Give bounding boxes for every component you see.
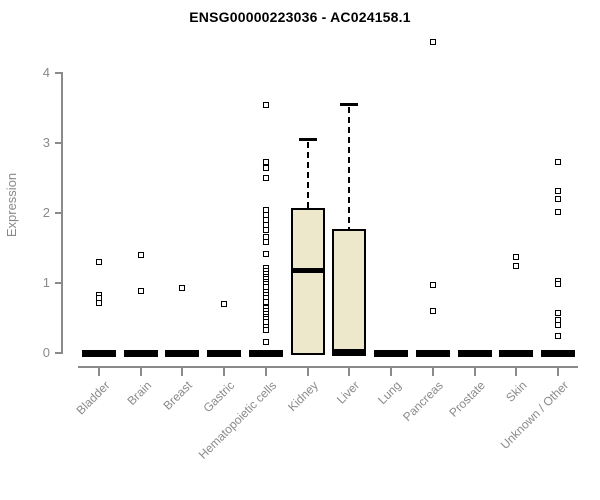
y-axis-tick <box>55 142 61 144</box>
outlier-point <box>263 165 269 172</box>
collapsed-box <box>458 350 492 357</box>
x-axis-tick <box>181 368 183 376</box>
whisker-line <box>348 106 350 230</box>
outlier-point <box>513 262 519 269</box>
outlier-point <box>263 102 269 109</box>
collapsed-box <box>249 350 283 357</box>
outlier-point <box>555 187 561 194</box>
collapsed-box <box>82 350 116 357</box>
x-axis-tick <box>265 368 267 376</box>
x-tick-label: Lung <box>375 378 405 408</box>
outlier-point <box>513 254 519 261</box>
collapsed-box <box>207 350 241 357</box>
collapsed-box <box>499 350 533 357</box>
x-axis-tick <box>98 368 100 376</box>
outlier-point <box>555 322 561 328</box>
x-tick-label: Brain <box>124 378 155 409</box>
collapsed-box <box>416 350 450 357</box>
outlier-point <box>263 226 269 233</box>
collapsed-box <box>541 350 575 357</box>
outlier-point <box>263 238 269 245</box>
x-axis-line <box>78 366 578 368</box>
outlier-point <box>179 284 185 291</box>
x-tick-label: Liver <box>333 378 363 407</box>
outlier-point <box>263 338 269 345</box>
x-tick-label: Skin <box>502 378 530 405</box>
y-axis-line <box>61 72 63 354</box>
outlier-point <box>555 208 561 215</box>
outlier-point <box>263 326 269 333</box>
outlier-point <box>555 281 561 288</box>
outlier-point <box>96 259 102 265</box>
chart-title: ENSG00000223036 - AC024158.1 <box>189 9 411 25</box>
x-tick-label: Kidney <box>285 378 322 415</box>
whisker-line <box>307 141 309 209</box>
x-axis-tick <box>140 368 142 376</box>
x-axis-tick <box>432 368 434 376</box>
x-axis-tick <box>307 368 309 376</box>
box <box>291 208 325 355</box>
y-axis-tick <box>55 72 61 74</box>
outlier-point <box>263 251 269 258</box>
outlier-point <box>430 308 436 314</box>
x-tick-label: Bladder <box>73 378 113 418</box>
outlier-point <box>555 310 561 317</box>
outlier-point <box>221 301 227 307</box>
collapsed-box <box>124 350 158 357</box>
outlier-point <box>263 158 269 165</box>
x-tick-label: Gastric <box>200 378 238 416</box>
y-tick-label: 4 <box>42 65 50 80</box>
median-line <box>332 348 366 356</box>
outlier-point <box>555 158 561 165</box>
median-line <box>293 267 323 273</box>
y-tick-label: 1 <box>42 275 50 290</box>
outlier-point <box>138 252 144 258</box>
y-tick-label: 3 <box>42 135 50 150</box>
x-axis-tick <box>474 368 476 376</box>
y-tick-label: 0 <box>42 345 50 360</box>
outlier-point <box>430 38 436 45</box>
x-axis-tick <box>390 368 392 376</box>
whisker-cap <box>340 102 358 106</box>
x-tick-label: Pancreas <box>400 378 447 425</box>
outlier-point <box>138 288 144 295</box>
collapsed-box <box>165 350 199 357</box>
outlier-point <box>555 333 561 340</box>
outlier-point <box>430 282 436 289</box>
x-tick-label: Prostate <box>446 378 489 420</box>
y-axis-tick <box>55 282 61 284</box>
outlier-point <box>263 298 269 305</box>
x-tick-label: Breast <box>160 378 196 413</box>
outlier-point <box>263 175 269 181</box>
y-tick-label: 2 <box>42 205 50 220</box>
x-tick-label: Hematopoietic cells <box>195 378 280 462</box>
x-axis-tick <box>348 368 350 376</box>
whisker-cap <box>299 137 317 141</box>
x-axis-tick <box>557 368 559 376</box>
y-axis-tick <box>55 212 61 214</box>
y-axis-tick <box>55 352 61 354</box>
outlier-point <box>555 196 561 202</box>
x-axis-tick <box>223 368 225 376</box>
x-axis-tick <box>515 368 517 376</box>
box <box>332 229 366 355</box>
collapsed-box <box>374 350 408 357</box>
outlier-point <box>96 299 102 306</box>
